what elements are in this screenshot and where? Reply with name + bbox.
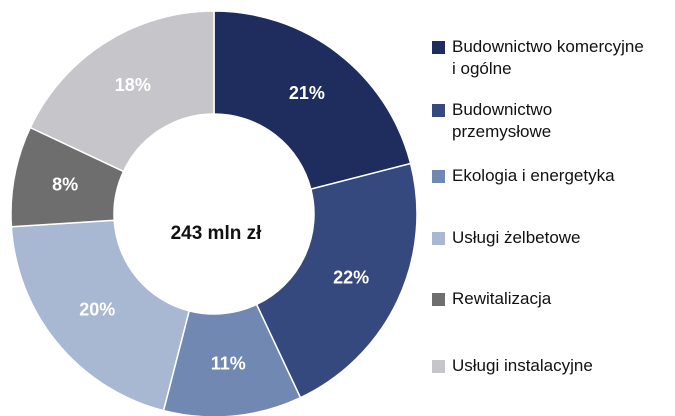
legend-label: Usługi żelbetowe <box>452 228 581 247</box>
legend-swatch <box>432 293 445 306</box>
legend-swatch <box>432 360 445 373</box>
center-label: 243 mln zł <box>171 223 263 244</box>
legend-swatch <box>432 41 445 54</box>
slice <box>255 162 418 399</box>
value-label: 8% <box>52 174 78 194</box>
legend-label: Budownictwo komercyjne i ogólne <box>452 37 644 78</box>
legend-item: Ekologia i energetyka <box>432 165 652 187</box>
value-label: 20% <box>79 299 115 319</box>
legend-swatch <box>432 104 445 117</box>
value-label: 22% <box>333 267 369 287</box>
legend-item: Usługi instalacyjne <box>432 355 652 377</box>
legend-label: Rewitalizacja <box>452 289 552 308</box>
legend-item: Budownictwo przemysłowe <box>432 99 652 143</box>
value-label: 18% <box>115 75 151 95</box>
value-label: 11% <box>211 354 246 374</box>
legend-swatch <box>432 170 445 183</box>
slice <box>29 10 215 173</box>
legend-item: Usługi żelbetowe <box>432 227 652 249</box>
slice <box>213 10 412 191</box>
value-label: 21% <box>289 83 325 103</box>
slice <box>10 219 191 412</box>
legend-label: Ekologia i energetyka <box>452 166 615 185</box>
legend-item: Budownictwo komercyjne i ogólne <box>432 36 652 80</box>
legend-swatch <box>432 232 445 245</box>
legend-item: Rewitalizacja <box>432 288 652 310</box>
legend-label: Budownictwo przemysłowe <box>452 100 553 141</box>
chart: 21% 22% 11% 20% 8% 18% 243 mln zł <box>10 10 418 416</box>
legend-label: Usługi instalacyjne <box>452 356 593 375</box>
